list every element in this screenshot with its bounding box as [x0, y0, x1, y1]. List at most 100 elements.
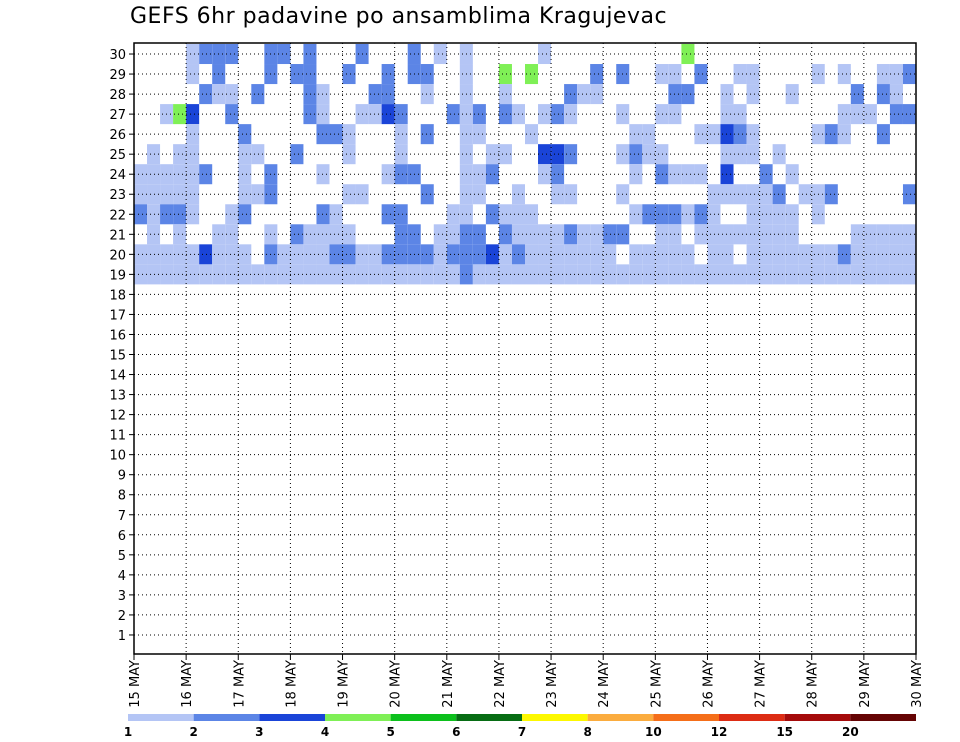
heatmap-cell [433, 224, 447, 245]
heatmap-cell [642, 264, 656, 285]
heatmap-cell [577, 244, 591, 265]
legend-swatch [325, 714, 391, 721]
heatmap-cell [329, 204, 343, 225]
heatmap-cell [329, 124, 343, 145]
heatmap-cell [342, 124, 356, 145]
heatmap-cell [603, 244, 617, 265]
heatmap-cell [655, 144, 669, 165]
heatmap-cell [577, 264, 591, 285]
heatmap-cell [720, 224, 734, 245]
heatmap-cell [147, 244, 161, 265]
heatmap-cell [707, 204, 721, 225]
y-tick-label: 28 [109, 88, 126, 103]
heatmap-cell [733, 184, 747, 205]
heatmap-cell [876, 264, 890, 285]
heatmap-cell [290, 244, 304, 265]
heatmap-cell [525, 244, 539, 265]
y-tick-label: 24 [109, 168, 126, 183]
heatmap-cell [720, 244, 734, 265]
heatmap-cell [850, 264, 864, 285]
heatmap-cell [472, 244, 486, 265]
heatmap-cell [498, 144, 512, 165]
y-tick-label: 3 [118, 589, 126, 604]
legend-label: 10 [645, 725, 662, 739]
heatmap-cell [889, 264, 903, 285]
legend-label: 1 [124, 725, 132, 739]
heatmap-cell [238, 164, 252, 185]
heatmap-cell [902, 64, 916, 85]
heatmap-cell [498, 264, 512, 285]
heatmap-cell [655, 104, 669, 125]
heatmap-cell [837, 244, 851, 265]
x-tick-label: 16 MAY [180, 660, 195, 708]
heatmap-cell [824, 264, 838, 285]
heatmap-cells [134, 44, 916, 285]
heatmap-cell [238, 124, 252, 145]
heatmap-cell [733, 124, 747, 145]
heatmap-cell [525, 224, 539, 245]
heatmap-cell [485, 244, 499, 265]
heatmap-cell [720, 184, 734, 205]
heatmap-cell [485, 164, 499, 185]
heatmap-cell [173, 144, 187, 165]
heatmap-cell [746, 144, 760, 165]
heatmap-cell [603, 264, 617, 285]
legend-swatch [259, 714, 325, 721]
heatmap-cell [538, 264, 552, 285]
y-tick-label: 10 [109, 449, 126, 464]
heatmap-cell [147, 204, 161, 225]
heatmap-cell [238, 184, 252, 205]
heatmap-cell [186, 104, 200, 125]
heatmap-cell [876, 124, 890, 145]
heatmap-cell [525, 64, 539, 85]
heatmap-cell [746, 264, 760, 285]
heatmap-cell [876, 64, 890, 85]
x-tick-label: 15 MAY [128, 660, 143, 708]
heatmap-cell [772, 264, 786, 285]
heatmap-cell [525, 204, 539, 225]
heatmap-cell [420, 184, 434, 205]
heatmap-cell [381, 84, 395, 105]
heatmap-cell [186, 264, 200, 285]
heatmap-cell [303, 264, 317, 285]
heatmap-cell [785, 224, 799, 245]
heatmap-cell [837, 264, 851, 285]
heatmap-cell [876, 244, 890, 265]
heatmap-cell [147, 184, 161, 205]
heatmap-cell [394, 144, 408, 165]
heatmap-cell [225, 204, 239, 225]
heatmap-cell [889, 224, 903, 245]
heatmap-cell [681, 264, 695, 285]
heatmap-cell [850, 224, 864, 245]
heatmap-cell [368, 244, 382, 265]
heatmap-cell [720, 104, 734, 125]
heatmap-cell [277, 44, 291, 65]
heatmap-cell [876, 224, 890, 245]
heatmap-cell [199, 244, 213, 265]
heatmap-cell [746, 204, 760, 225]
heatmap-cell [642, 204, 656, 225]
heatmap-cell [251, 184, 265, 205]
heatmap-cell [199, 84, 213, 105]
heatmap-cell [472, 184, 486, 205]
heatmap-cell [707, 184, 721, 205]
heatmap-cell [498, 104, 512, 125]
heatmap-cell [746, 184, 760, 205]
heatmap-cell [733, 104, 747, 125]
heatmap-cell [772, 184, 786, 205]
heatmap-cell [655, 244, 669, 265]
heatmap-cell [173, 204, 187, 225]
heatmap-cell [655, 204, 669, 225]
y-tick-label: 21 [109, 228, 126, 243]
heatmap-cell [525, 124, 539, 145]
heatmap-cell [186, 64, 200, 85]
heatmap-cell [420, 264, 434, 285]
heatmap-cell [225, 224, 239, 245]
heatmap-cell [134, 264, 148, 285]
heatmap-cell [290, 144, 304, 165]
y-tick-label: 26 [109, 128, 126, 143]
legend-swatch [653, 714, 719, 721]
heatmap-cell [889, 104, 903, 125]
x-tick-label: 18 MAY [284, 660, 299, 708]
heatmap-cell [251, 264, 265, 285]
